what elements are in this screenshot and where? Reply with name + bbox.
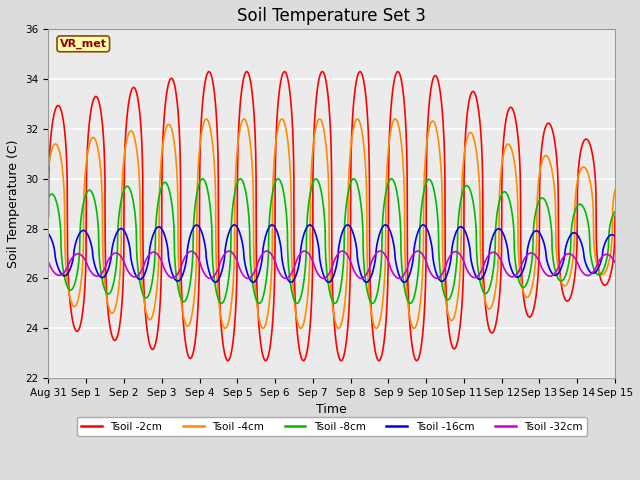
Tsoil -2cm bbox=[143, 324, 150, 330]
X-axis label: Time: Time bbox=[316, 403, 347, 417]
Tsoil -32cm bbox=[600, 252, 608, 258]
Tsoil -8cm bbox=[199, 176, 207, 181]
Tsoil -4cm bbox=[600, 271, 608, 276]
Tsoil -2cm bbox=[287, 97, 294, 103]
Tsoil -8cm bbox=[45, 194, 52, 200]
Tsoil -16cm bbox=[230, 222, 238, 228]
Tsoil -32cm bbox=[143, 256, 150, 262]
Line: Tsoil -4cm: Tsoil -4cm bbox=[49, 119, 615, 328]
Tsoil -4cm bbox=[109, 310, 117, 315]
Tsoil -16cm bbox=[109, 241, 117, 247]
Tsoil -4cm bbox=[262, 320, 270, 325]
Tsoil -2cm bbox=[262, 358, 270, 363]
Y-axis label: Soil Temperature (C): Soil Temperature (C) bbox=[7, 140, 20, 268]
Tsoil -16cm bbox=[540, 238, 547, 244]
Tsoil -4cm bbox=[143, 312, 150, 317]
Tsoil -8cm bbox=[540, 195, 547, 201]
Tsoil -32cm bbox=[540, 267, 547, 273]
Tsoil -8cm bbox=[218, 300, 225, 306]
Tsoil -32cm bbox=[225, 248, 233, 254]
Tsoil -4cm bbox=[611, 187, 619, 193]
Tsoil -4cm bbox=[202, 116, 210, 122]
Tsoil -8cm bbox=[143, 295, 150, 300]
Tsoil -8cm bbox=[600, 265, 608, 271]
Tsoil -16cm bbox=[611, 234, 619, 240]
Tsoil -4cm bbox=[45, 165, 52, 171]
Tsoil -2cm bbox=[45, 213, 52, 219]
Text: VR_met: VR_met bbox=[60, 39, 107, 49]
Title: Soil Temperature Set 3: Soil Temperature Set 3 bbox=[237, 7, 426, 25]
Tsoil -8cm bbox=[287, 282, 294, 288]
Tsoil -2cm bbox=[224, 358, 232, 363]
Line: Tsoil -2cm: Tsoil -2cm bbox=[49, 72, 615, 360]
Tsoil -4cm bbox=[287, 177, 294, 183]
Line: Tsoil -16cm: Tsoil -16cm bbox=[49, 225, 615, 282]
Tsoil -8cm bbox=[262, 278, 270, 284]
Tsoil -32cm bbox=[287, 272, 294, 277]
Tsoil -8cm bbox=[611, 209, 619, 215]
Tsoil -2cm bbox=[540, 133, 547, 139]
Tsoil -2cm bbox=[205, 69, 213, 74]
Tsoil -2cm bbox=[611, 213, 619, 219]
Line: Tsoil -32cm: Tsoil -32cm bbox=[49, 251, 615, 278]
Tsoil -16cm bbox=[287, 279, 294, 285]
Tsoil -16cm bbox=[262, 231, 270, 237]
Tsoil -16cm bbox=[212, 279, 220, 285]
Tsoil -2cm bbox=[600, 282, 608, 288]
Tsoil -32cm bbox=[262, 248, 270, 254]
Tsoil -32cm bbox=[45, 259, 52, 265]
Tsoil -16cm bbox=[45, 231, 52, 237]
Tsoil -16cm bbox=[143, 265, 150, 271]
Tsoil -4cm bbox=[221, 325, 229, 331]
Tsoil -16cm bbox=[600, 242, 608, 248]
Tsoil -2cm bbox=[109, 336, 117, 342]
Line: Tsoil -8cm: Tsoil -8cm bbox=[49, 179, 615, 303]
Tsoil -8cm bbox=[109, 282, 117, 288]
Tsoil -4cm bbox=[540, 156, 547, 161]
Tsoil -32cm bbox=[206, 276, 214, 281]
Tsoil -32cm bbox=[611, 259, 619, 265]
Legend: Tsoil -2cm, Tsoil -4cm, Tsoil -8cm, Tsoil -16cm, Tsoil -32cm: Tsoil -2cm, Tsoil -4cm, Tsoil -8cm, Tsoi… bbox=[77, 418, 587, 436]
Tsoil -32cm bbox=[109, 251, 117, 257]
